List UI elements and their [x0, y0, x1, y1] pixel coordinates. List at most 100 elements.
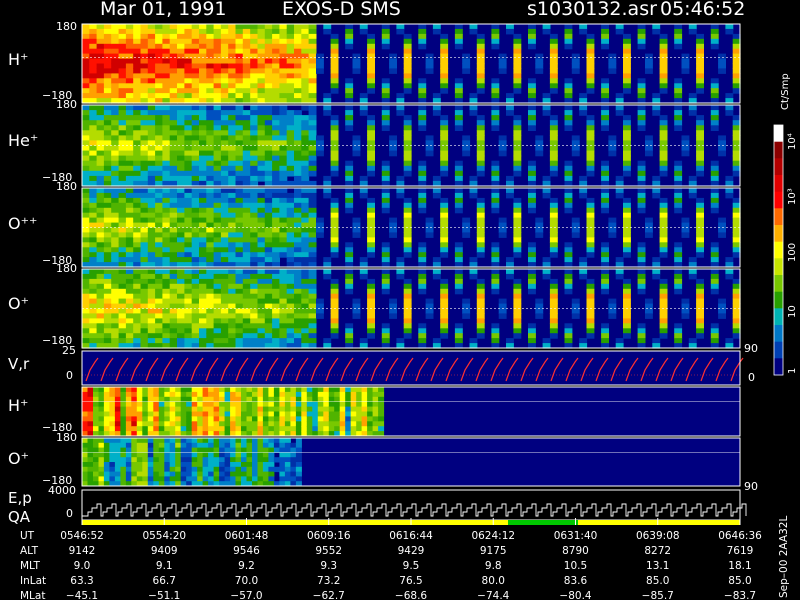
heat-cell	[162, 222, 171, 229]
heat-cell	[328, 431, 335, 437]
heat-cell	[294, 293, 302, 300]
heat-cell	[147, 252, 156, 258]
heat-cell	[659, 197, 668, 204]
heat-cell	[82, 222, 90, 229]
heat-cell	[191, 387, 198, 393]
heat-cell	[114, 466, 121, 473]
heat-cell	[257, 188, 266, 194]
heat-cell	[264, 140, 273, 147]
heat-cell	[323, 421, 330, 427]
heat-cell	[140, 63, 149, 69]
heat-cell	[257, 283, 266, 290]
heat-cell	[491, 24, 500, 30]
heat-cell	[242, 298, 251, 305]
heat-cell	[191, 303, 200, 310]
heat-cell	[199, 98, 207, 104]
heat-cell	[262, 421, 269, 427]
heat-cell	[264, 237, 273, 243]
heat-cell	[140, 53, 149, 60]
vr-trace	[130, 357, 144, 382]
heat-cell	[491, 43, 500, 50]
table-cell: 9429	[397, 545, 425, 557]
heat-cell	[440, 53, 449, 60]
heat-cell	[586, 73, 595, 79]
heat-cell	[381, 257, 390, 263]
heat-cell	[133, 188, 142, 194]
heat-cell	[623, 283, 631, 290]
heat-cell	[98, 431, 105, 437]
table-cell: 18.1	[728, 560, 752, 572]
heat-cell	[264, 323, 273, 329]
heat-cell	[103, 242, 112, 248]
heat-cell	[586, 237, 595, 243]
heat-cell	[367, 387, 374, 393]
heat-cell	[175, 466, 182, 473]
heat-cell	[696, 88, 704, 94]
heat-cell	[155, 283, 163, 290]
heat-cell	[118, 28, 127, 35]
heat-cell	[186, 466, 193, 473]
heat-cell	[549, 278, 558, 285]
heat-cell	[294, 313, 302, 319]
heat-cell	[308, 48, 317, 55]
heat-cell	[242, 150, 251, 157]
heat-cell	[601, 207, 609, 214]
heat-cell	[175, 462, 182, 468]
heat-cell	[89, 98, 98, 104]
heat-cell	[147, 150, 156, 157]
heat-cell	[220, 283, 229, 290]
table-cell: 85.0	[646, 575, 670, 587]
heat-cell	[696, 68, 704, 74]
heat-cell	[242, 125, 251, 131]
heat-cell	[230, 411, 237, 417]
heat-cell	[440, 303, 449, 310]
heat-cell	[235, 217, 244, 224]
heat-cell	[118, 262, 127, 268]
heat-cell	[235, 78, 244, 84]
vr-trace	[310, 357, 324, 382]
heat-cell	[98, 476, 105, 482]
heat-cell	[476, 212, 485, 219]
heat-cell	[89, 170, 98, 177]
colorbar-tick-10: 10	[787, 305, 798, 318]
heat-cell	[286, 38, 295, 45]
heat-cell	[440, 43, 449, 50]
heat-cell	[191, 421, 198, 427]
heat-cell	[213, 188, 222, 194]
heat-cell	[169, 426, 176, 432]
heat-cell	[133, 73, 142, 79]
heat-cell	[186, 471, 193, 477]
heat-cell	[140, 130, 149, 136]
heat-cell	[316, 232, 324, 238]
heat-cell	[228, 68, 237, 74]
heat-cell	[96, 298, 105, 305]
heat-cell	[264, 28, 273, 35]
heat-cell	[93, 447, 99, 453]
heat-cell	[264, 188, 273, 194]
heat-cell	[250, 252, 259, 258]
heat-cell	[213, 33, 222, 40]
heat-cell	[330, 283, 339, 290]
heat-cell	[440, 308, 449, 314]
heat-cell	[294, 160, 302, 167]
heat-cell	[378, 421, 385, 427]
heat-cell	[246, 466, 253, 473]
heat-cell	[184, 232, 193, 238]
heat-cell	[696, 120, 704, 126]
heat-cell	[294, 180, 302, 187]
heat-cell	[169, 476, 176, 482]
heat-cell	[257, 135, 266, 142]
heat-cell	[169, 63, 178, 69]
heat-cell	[125, 115, 134, 121]
heat-cell	[623, 207, 631, 214]
heat-cell	[184, 217, 193, 224]
heat-cell	[147, 145, 156, 152]
heat-cell	[191, 88, 200, 94]
heat-cell	[601, 83, 609, 89]
heat-cell	[732, 303, 741, 310]
heat-cell	[175, 411, 182, 417]
heat-cell	[133, 48, 142, 55]
heat-cell	[549, 222, 558, 229]
heat-cell	[158, 401, 165, 408]
heat-cell	[169, 257, 178, 263]
